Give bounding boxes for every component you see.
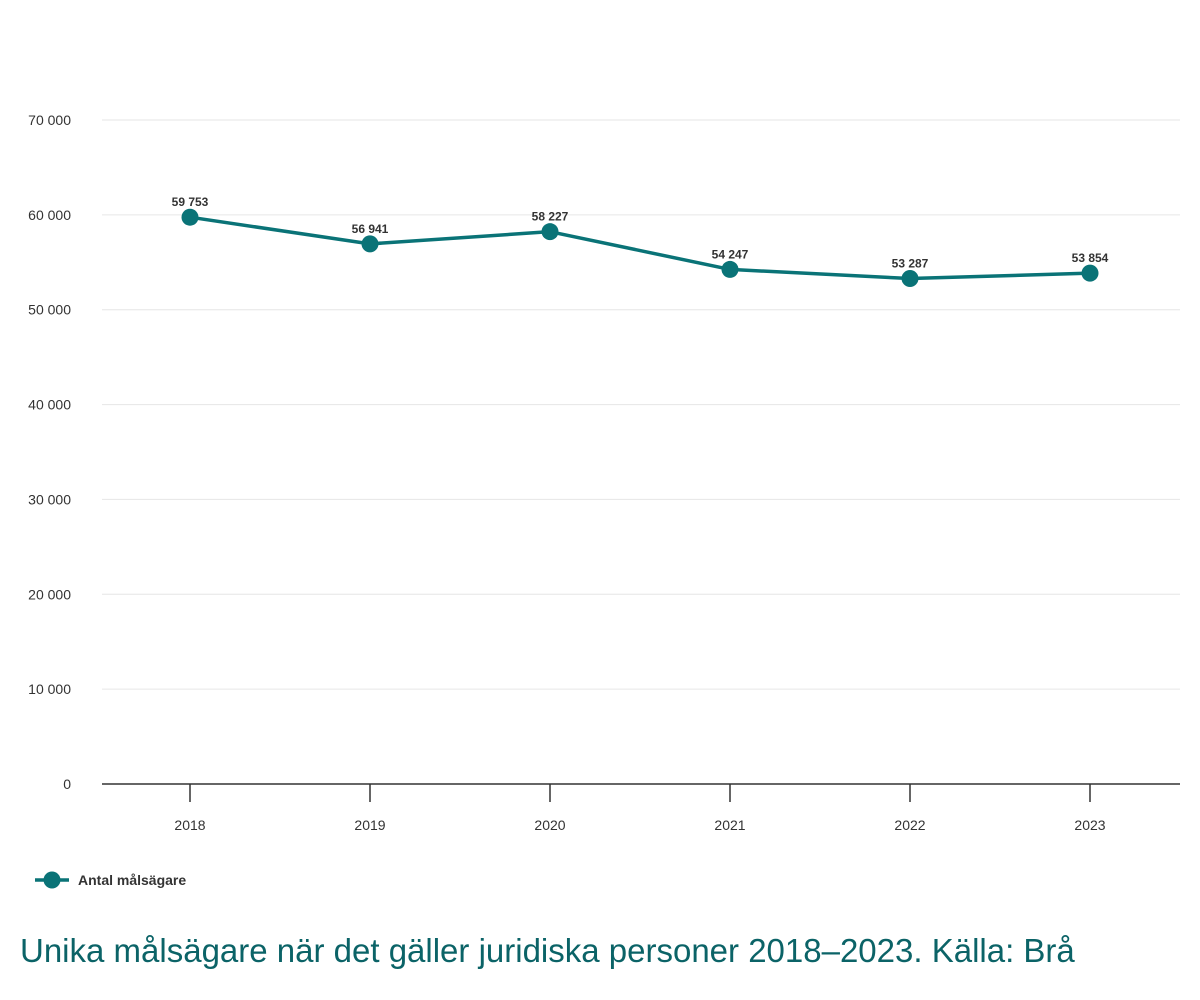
y-tick-label: 40 000 (28, 397, 71, 413)
data-point[interactable] (721, 260, 739, 278)
legend[interactable]: Antal målsägare (35, 871, 186, 889)
series-layer (181, 208, 1099, 288)
chart-caption: Unika målsägare när det gäller juridiska… (20, 932, 1075, 969)
data-label: 53 854 (1072, 251, 1109, 265)
data-point[interactable] (1081, 264, 1099, 282)
data-label: 58 227 (532, 210, 569, 224)
gridlines (102, 119, 1180, 690)
x-tick-label: 2021 (714, 817, 745, 833)
data-point[interactable] (901, 270, 919, 288)
data-point[interactable] (361, 235, 379, 253)
y-axis-ticks: 0 10 000 20 000 30 000 40 000 50 000 60 000 70 … (28, 112, 71, 792)
y-tick-label: 60 000 (28, 207, 71, 223)
data-label: 59 753 (172, 195, 209, 209)
data-point[interactable] (181, 208, 199, 226)
y-tick-label: 10 000 (28, 681, 71, 697)
y-tick-label: 30 000 (28, 491, 71, 507)
x-tick-label: 2019 (354, 817, 385, 833)
x-tick-label: 2022 (894, 817, 925, 833)
y-tick-label: 70 000 (28, 112, 71, 128)
x-tick-label: 2018 (174, 817, 205, 833)
data-label: 53 287 (892, 257, 929, 271)
series-line (189, 215, 1091, 281)
legend-marker (43, 871, 61, 889)
y-tick-label: 0 (63, 776, 71, 792)
line-chart: 0 10 000 20 000 30 000 40 000 50 000 60 000 70 … (28, 112, 1180, 889)
data-label: 54 247 (712, 247, 749, 261)
x-tick-label: 2020 (534, 817, 565, 833)
y-tick-label: 20 000 (28, 586, 71, 602)
data-labels: 59 753 56 941 58 227 54 247 53 287 53 854 (172, 195, 1109, 270)
data-point[interactable] (541, 223, 559, 241)
data-label: 56 941 (352, 222, 389, 236)
y-tick-label: 50 000 (28, 302, 71, 318)
legend-label[interactable]: Antal målsägare (78, 872, 186, 888)
x-tick-label: 2023 (1074, 817, 1105, 833)
x-axis: 2018 2019 2020 2021 2022 2023 (102, 783, 1180, 833)
